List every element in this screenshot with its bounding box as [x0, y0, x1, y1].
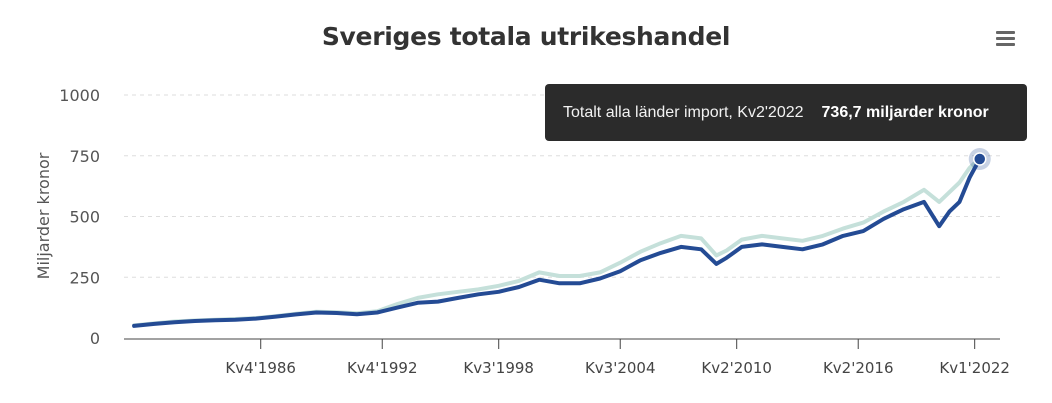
- x-tick-label: Kv2'2010: [701, 359, 772, 377]
- tooltip-value: 736,7 miljarder kronor: [821, 103, 989, 121]
- y-axis-ticks: 0 250 500 750 1000: [59, 86, 100, 348]
- tooltip: Totalt alla länder import, Kv2'2022 736,…: [545, 84, 1027, 141]
- x-tick-label: Kv2'2016: [823, 359, 894, 377]
- import-series-line[interactable]: [132, 157, 982, 328]
- export-series-line[interactable]: [132, 156, 982, 328]
- x-tick-label: Kv4'1992: [347, 359, 418, 377]
- x-tick-label: Kv1'2022: [939, 359, 1010, 377]
- x-tick-label: Kv3'1998: [463, 359, 534, 377]
- hover-point: [972, 152, 987, 166]
- x-tick-label: Kv4'1986: [225, 359, 296, 377]
- x-tick-label: Kv3'2004: [585, 359, 656, 377]
- y-axis-label: Miljarder kronor: [34, 152, 53, 279]
- y-tick-label: 500: [69, 208, 100, 227]
- chart-title: Sveriges totala utrikeshandel: [321, 22, 731, 51]
- y-tick-label: 0: [90, 329, 100, 348]
- series-lines[interactable]: [132, 156, 982, 328]
- hamburger-menu-icon[interactable]: [990, 26, 1020, 52]
- hover-marker: [968, 147, 991, 170]
- y-tick-label: 250: [69, 268, 100, 287]
- y-tick-label: 750: [69, 147, 100, 166]
- tooltip-label: Totalt alla länder import, Kv2'2022: [563, 103, 804, 121]
- x-axis-ticks: Kv4'1986 Kv4'1992 Kv3'1998 Kv3'2004 Kv2'2010…: [225, 339, 1010, 377]
- y-tick-label: 1000: [59, 86, 100, 105]
